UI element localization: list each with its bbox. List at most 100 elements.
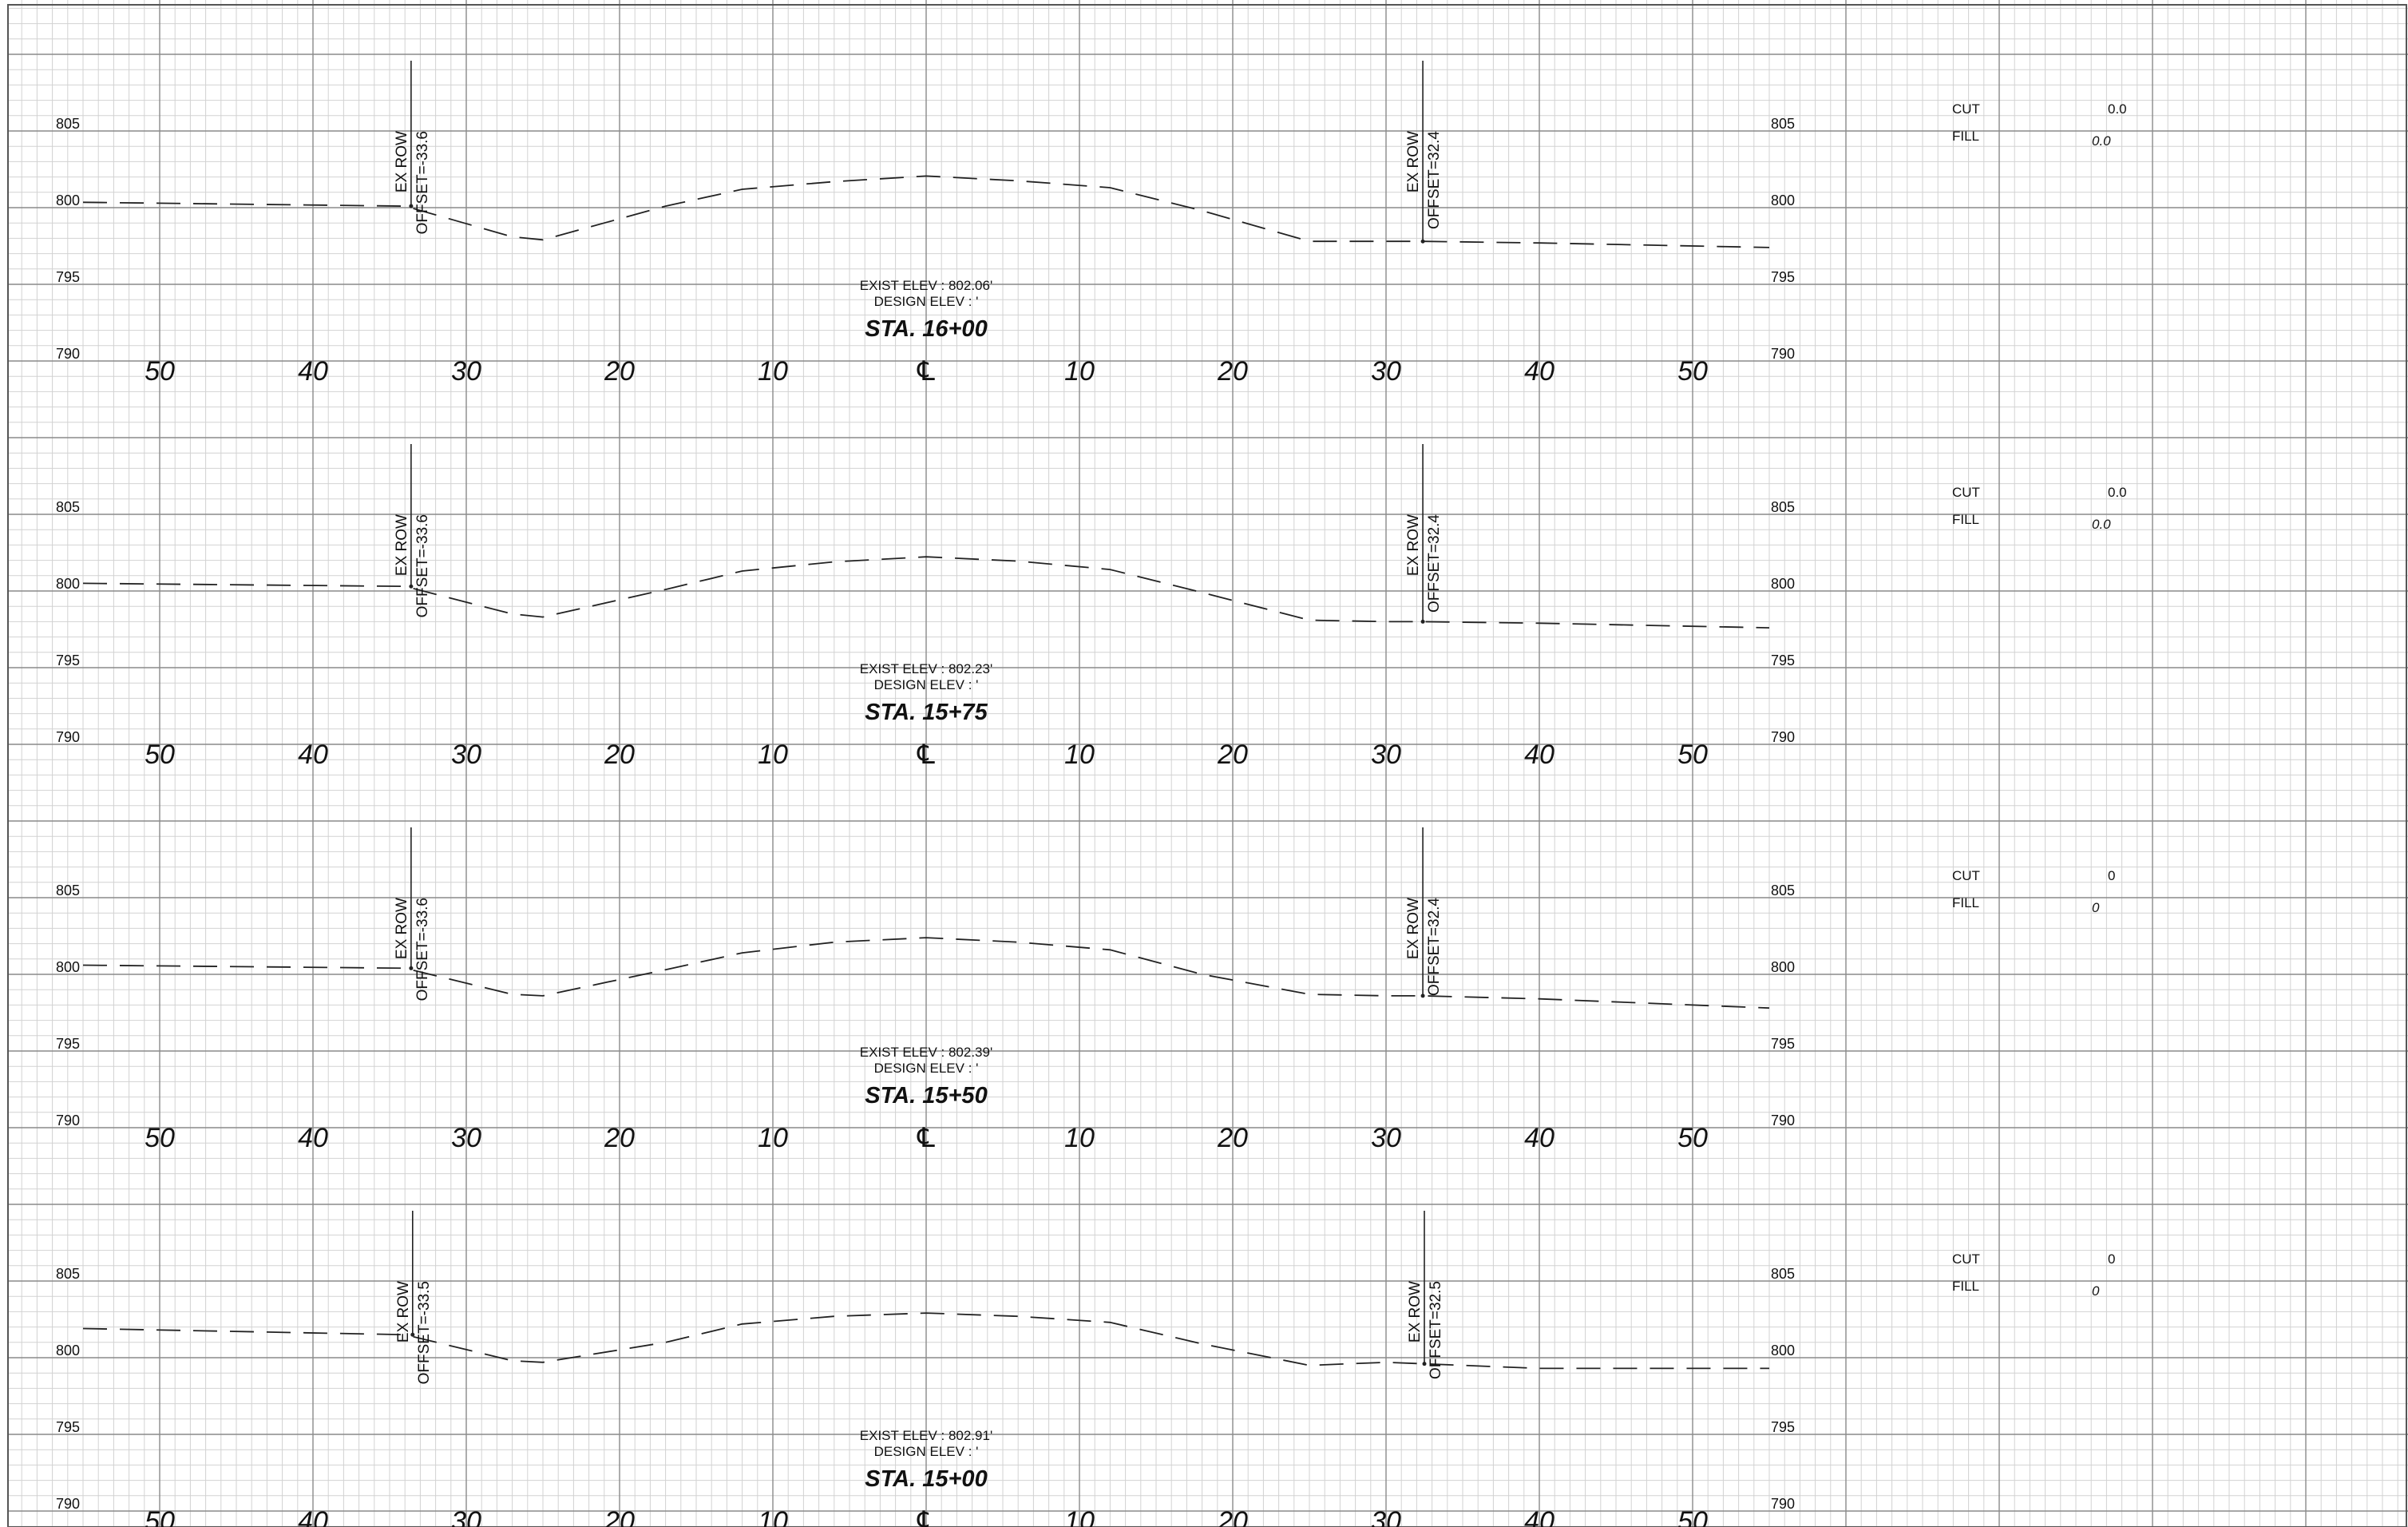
elevation-label-left: 790 xyxy=(56,1496,80,1512)
row-offset-label: OFFSET=32.4 xyxy=(1426,514,1443,613)
centerline-symbol: ℄ xyxy=(917,356,935,387)
offset-label-right: 10 xyxy=(1064,740,1095,770)
centerline-symbol: ℄ xyxy=(917,1506,935,1527)
offset-label-left: 40 xyxy=(298,356,328,387)
elevation-label-right: 805 xyxy=(1771,882,1795,898)
elevation-label-left: 800 xyxy=(56,192,80,208)
exist-elev-label: EXIST ELEV : 802.39' xyxy=(860,1045,992,1060)
offset-label-right: 10 xyxy=(1064,1123,1095,1153)
offset-label-left: 20 xyxy=(604,1123,635,1153)
existing-ground-profile xyxy=(82,175,1770,248)
elevation-label-right: 805 xyxy=(1771,116,1795,132)
elevation-label-right: 790 xyxy=(1771,1496,1795,1512)
offset-label-right: 10 xyxy=(1064,356,1095,387)
right-row-marker: EX ROW OFFSET=32.4 xyxy=(1405,444,1443,624)
elevation-label-left: 795 xyxy=(56,1419,80,1435)
offset-label-left: 50 xyxy=(145,356,175,387)
offset-label-right: 20 xyxy=(1217,740,1248,770)
left-row-marker: EX ROW OFFSET=-33.6 xyxy=(394,444,431,617)
row-offset-label: OFFSET=-33.5 xyxy=(416,1281,433,1384)
elevation-label-left: 805 xyxy=(56,116,80,132)
offset-label-right: 30 xyxy=(1371,1123,1401,1153)
elevation-label-right: 805 xyxy=(1771,1266,1795,1282)
offset-label-right: 40 xyxy=(1524,356,1555,387)
fill-label: FILL xyxy=(1952,129,1979,144)
design-elev-label: DESIGN ELEV : ' xyxy=(874,1444,979,1459)
cut-value: 0.0 xyxy=(2108,101,2127,117)
centerline-symbol: ℄ xyxy=(917,740,935,770)
cut-value: 0.0 xyxy=(2108,485,2127,500)
existing-ground-profile xyxy=(82,1312,1769,1370)
offset-label-left: 10 xyxy=(758,740,788,770)
station-label: STA. 16+00 xyxy=(865,316,987,342)
offset-label-right: 40 xyxy=(1524,1506,1555,1527)
existing-ground-profile xyxy=(82,937,1770,1009)
offset-label-left: 20 xyxy=(604,1506,635,1527)
cut-label: CUT xyxy=(1952,101,1980,117)
cut-value: 0 xyxy=(2108,868,2115,883)
ex-row-label: EX ROW xyxy=(1405,898,1422,959)
offset-label-right: 20 xyxy=(1217,1123,1248,1153)
ex-row-label: EX ROW xyxy=(1405,131,1422,192)
elevation-label-left: 790 xyxy=(56,1113,80,1128)
elevation-label-left: 795 xyxy=(56,269,80,285)
offset-label-right: 20 xyxy=(1217,356,1248,387)
offset-label-left: 30 xyxy=(451,1506,481,1527)
elevation-label-left: 800 xyxy=(56,1343,80,1358)
fill-value: 0 xyxy=(2092,1283,2100,1299)
row-offset-label: OFFSET=-33.6 xyxy=(414,514,431,617)
cross-section: 805 805 800 800 795 795 790 790 50 40 30 20 10 10 20 30… xyxy=(56,61,2127,387)
row-offset-label: OFFSET=32.4 xyxy=(1426,898,1443,996)
centerline-symbol: ℄ xyxy=(917,1123,935,1153)
ex-row-label: EX ROW xyxy=(394,131,410,192)
offset-label-left: 30 xyxy=(451,356,481,387)
elevation-label-left: 795 xyxy=(56,652,80,668)
offset-label-left: 40 xyxy=(298,740,328,770)
cut-label: CUT xyxy=(1952,1251,1980,1267)
station-label: STA. 15+00 xyxy=(865,1466,987,1492)
elevation-label-right: 800 xyxy=(1771,192,1795,208)
cut-label: CUT xyxy=(1952,868,1980,883)
fill-label: FILL xyxy=(1952,895,1979,910)
offset-label-left: 20 xyxy=(604,740,635,770)
elevation-label-left: 800 xyxy=(56,576,80,592)
sheet-border xyxy=(7,4,2407,1527)
ex-row-label: EX ROW xyxy=(394,514,410,576)
elevation-label-right: 795 xyxy=(1771,652,1795,668)
row-offset-label: OFFSET=-33.6 xyxy=(414,131,431,234)
ex-row-label: EX ROW xyxy=(394,898,410,959)
station-label: STA. 15+50 xyxy=(865,1083,987,1109)
fill-value: 0.0 xyxy=(2092,517,2111,532)
offset-label-left: 10 xyxy=(758,1506,788,1527)
cut-value: 0 xyxy=(2108,1251,2115,1267)
elevation-label-right: 795 xyxy=(1771,1036,1795,1052)
elevation-label-right: 800 xyxy=(1771,576,1795,592)
design-elev-label: DESIGN ELEV : ' xyxy=(874,677,979,692)
elevation-label-left: 790 xyxy=(56,729,80,745)
offset-label-left: 50 xyxy=(145,1123,175,1153)
elevation-label-left: 800 xyxy=(56,959,80,975)
elevation-label-right: 805 xyxy=(1771,499,1795,515)
elevation-label-right: 790 xyxy=(1771,1113,1795,1128)
elevation-label-left: 805 xyxy=(56,1266,80,1282)
design-elev-label: DESIGN ELEV : ' xyxy=(874,294,979,309)
offset-label-right: 20 xyxy=(1217,1506,1248,1527)
row-offset-label: OFFSET=-33.6 xyxy=(414,898,431,1001)
exist-elev-label: EXIST ELEV : 802.06' xyxy=(860,278,992,293)
elevation-label-right: 795 xyxy=(1771,1419,1795,1435)
elevation-label-right: 795 xyxy=(1771,269,1795,285)
offset-label-right: 30 xyxy=(1371,740,1401,770)
cut-label: CUT xyxy=(1952,485,1980,500)
elevation-label-left: 795 xyxy=(56,1036,80,1052)
offset-label-right: 50 xyxy=(1677,1506,1708,1527)
offset-label-right: 50 xyxy=(1677,740,1708,770)
left-row-marker: EX ROW OFFSET=-33.5 xyxy=(395,1211,433,1384)
offset-label-right: 30 xyxy=(1371,1506,1401,1527)
sections: 805 805 800 800 795 795 790 790 50 40 30 20 10 10 20 30… xyxy=(56,61,2127,1527)
exist-elev-label: EXIST ELEV : 802.91' xyxy=(860,1428,992,1443)
right-row-marker: EX ROW OFFSET=32.5 xyxy=(1407,1211,1444,1379)
offset-label-right: 40 xyxy=(1524,1123,1555,1153)
cross-section: 805 805 800 800 795 795 790 790 50 40 30 20 10 10 20 30… xyxy=(56,827,2115,1153)
right-row-marker: EX ROW OFFSET=32.4 xyxy=(1405,827,1443,998)
